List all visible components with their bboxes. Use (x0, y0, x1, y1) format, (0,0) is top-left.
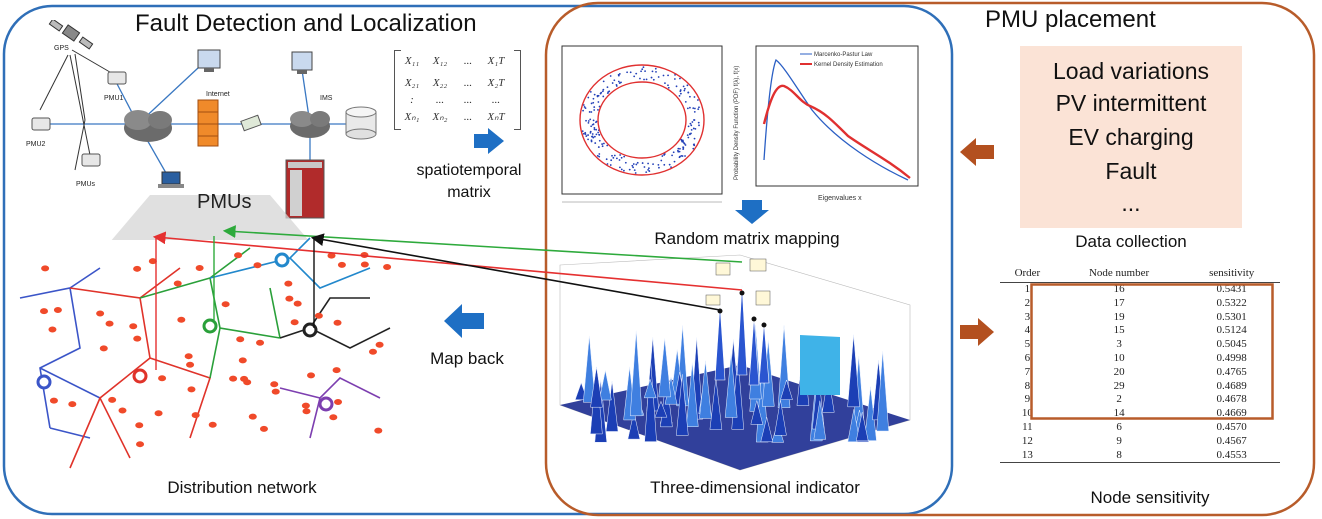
mp-law-curve (763, 58, 909, 181)
table-header: Node number (1054, 266, 1184, 283)
pdf-ylabel: Probability Density Function (PDF) f(λ),… (734, 66, 740, 180)
matrix-row: :......... (410, 94, 501, 106)
matrix-row: Xₙ₁ Xₙ₂... XₙT (404, 111, 505, 123)
database-icon (345, 106, 377, 140)
matrix-row: X₂₁ X₂₂... X₂T (404, 77, 505, 89)
distribution-network-label: Distribution network (167, 478, 317, 497)
data-source-item: Fault (1105, 158, 1157, 184)
top-sensitivity-highlight (1030, 283, 1274, 420)
pdf-legend: Marcenko-Pastur Law Kernel Density Estim… (800, 52, 883, 68)
router-icon (240, 114, 262, 132)
red-localization-arrow (152, 231, 743, 291)
table-row: 4 15 0.5124 (1024, 324, 1247, 337)
table-row: 11 6 0.4570 (1022, 420, 1247, 433)
communication-network-schematic: GPS PMU1 PMU2 PMUs Internet IMS (26, 20, 377, 240)
table-row: 1 16 0.5431 (1024, 283, 1247, 295)
pmu-placement-title: PMU placement (985, 6, 1156, 33)
table-row: 12 9 0.4567 (1021, 434, 1247, 447)
arrow-down-icon (735, 200, 769, 224)
map-back-label: Map back (430, 349, 504, 368)
kde-curve (762, 84, 911, 179)
distribution-network-map (19, 237, 392, 469)
gps-satellite-icon (48, 20, 94, 50)
data-sources-box: Load variations PV intermittent EV charg… (1020, 46, 1242, 228)
feeder-red (69, 267, 212, 469)
feeder-teal (209, 237, 371, 289)
internet-label: Internet (206, 91, 230, 98)
table-header: sensitivity (1183, 266, 1280, 283)
arrow-left-icon (444, 304, 484, 338)
arrow-right-orange-icon (960, 318, 994, 346)
pmus-small-label: PMUs (76, 181, 96, 188)
gps-label: GPS (54, 45, 69, 52)
green-localization-arrow (222, 225, 743, 263)
three-dimensional-indicator-label: Three-dimensional indicator (650, 478, 860, 497)
matrix-row: X₁₁ X₁₂... X₁T (404, 55, 505, 67)
data-source-item: ... (1121, 190, 1141, 216)
pmus-device-icon (81, 153, 101, 167)
pmu1-label: PMU1 (104, 95, 124, 102)
load-nodes (40, 251, 392, 448)
pmu2-device-icon (31, 117, 51, 131)
server-icon (285, 159, 325, 219)
table-row: 5 3 0.5045 (1024, 338, 1247, 351)
table-row: 7 20 0.4765 (1024, 365, 1247, 378)
table-row: 6 10 0.4998 (1024, 351, 1247, 364)
table-row: 2 17 0.5322 (1024, 296, 1247, 309)
pmu1-device-icon (107, 71, 127, 85)
pdf-xlabel: Eigenvalues x (818, 195, 862, 202)
ims-label: IMS (320, 95, 333, 102)
pdf-plot: Probability Density Function (PDF) f(λ),… (734, 45, 919, 202)
table-row: 10 14 0.4669 (1021, 407, 1247, 420)
pmu-nodes (36, 252, 334, 412)
laptop-icon (158, 171, 184, 188)
black-localization-arrow (310, 233, 721, 311)
table-row: 9 2 0.4678 (1024, 393, 1247, 406)
computer-icon (197, 49, 221, 72)
legend-kde: Kernel Density Estimation (814, 62, 883, 68)
data-source-item: EV charging (1068, 124, 1194, 150)
three-dimensional-surface-plot (559, 254, 911, 471)
legend-mp: Marcenko-Pastur Law (814, 52, 873, 58)
computer-icon (291, 51, 313, 74)
pmu-placement-frame (544, 1, 1316, 517)
fault-detection-title: Fault Detection and Localization (135, 10, 477, 37)
random-matrix-mapping-label: Random matrix mapping (654, 229, 840, 248)
firewall-icon (197, 99, 219, 147)
data-source-item: PV intermittent (1055, 90, 1207, 116)
eigenvalue-ring-plot (561, 45, 723, 203)
surface-peaks (574, 284, 889, 443)
table-header-row: Order Node number sensitivity (1000, 266, 1280, 283)
table-row: 3 19 0.5301 (1024, 310, 1247, 323)
table-header: Order (1000, 266, 1055, 283)
fault-detection-frame (2, 4, 954, 516)
arrow-right-icon (474, 128, 504, 154)
pmu-projection-cone (111, 195, 309, 240)
node-sensitivity-label: Node sensitivity (1090, 488, 1210, 507)
table-row: 8 29 0.4689 (1024, 379, 1247, 392)
cloud-icon (290, 111, 330, 138)
table-row: 13 8 0.4553 (1000, 448, 1280, 464)
arrow-left-orange-icon (960, 138, 994, 166)
spatiotemporal-label: spatiotemporal matrix (416, 162, 522, 201)
data-collection-label: Data collection (1075, 232, 1187, 251)
feeder-green (139, 247, 281, 379)
feeder-purple (279, 377, 381, 439)
data-source-item: Load variations (1053, 58, 1209, 84)
cloud-icon (124, 110, 172, 142)
feeder-blue (19, 267, 101, 439)
node-sensitivity-table: Order Node number sensitivity 1 16 0.5431 … (1000, 266, 1280, 464)
spatiotemporal-matrix: X₁₁ X₁₂... X₁T X₂₁ X₂₂... X₂T :......... Xₙ₁… (394, 50, 521, 130)
pmus-label: PMUs (197, 191, 252, 213)
pmu2-label: PMU2 (26, 141, 46, 148)
